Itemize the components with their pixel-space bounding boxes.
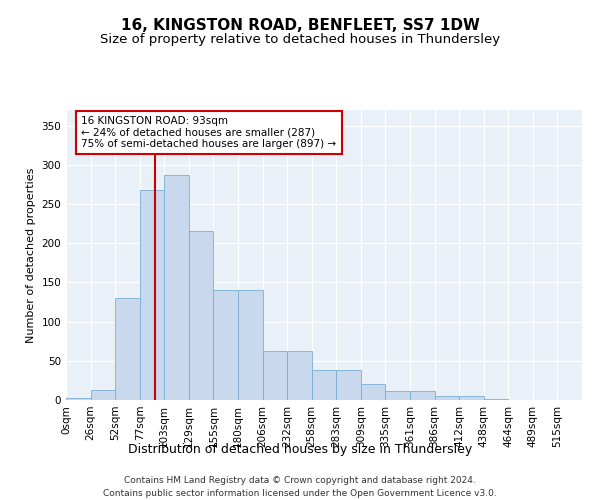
Text: Size of property relative to detached houses in Thundersley: Size of property relative to detached ho… xyxy=(100,32,500,46)
Text: 16, KINGSTON ROAD, BENFLEET, SS7 1DW: 16, KINGSTON ROAD, BENFLEET, SS7 1DW xyxy=(121,18,479,32)
Bar xyxy=(115,298,140,400)
Bar xyxy=(484,399,508,400)
Bar xyxy=(287,352,312,400)
Bar xyxy=(238,290,263,400)
Bar xyxy=(410,392,434,400)
Bar xyxy=(91,390,115,400)
Text: Contains HM Land Registry data © Crown copyright and database right 2024.
Contai: Contains HM Land Registry data © Crown c… xyxy=(103,476,497,498)
Bar xyxy=(263,352,287,400)
Y-axis label: Number of detached properties: Number of detached properties xyxy=(26,168,36,342)
Bar xyxy=(312,370,336,400)
Text: Distribution of detached houses by size in Thundersley: Distribution of detached houses by size … xyxy=(128,442,472,456)
Bar xyxy=(361,384,385,400)
Bar xyxy=(459,396,484,400)
Bar xyxy=(214,290,238,400)
Bar xyxy=(336,370,361,400)
Bar xyxy=(189,230,214,400)
Bar xyxy=(385,392,410,400)
Bar xyxy=(164,175,189,400)
Bar xyxy=(140,190,164,400)
Bar xyxy=(66,398,91,400)
Text: 16 KINGSTON ROAD: 93sqm
← 24% of detached houses are smaller (287)
75% of semi-d: 16 KINGSTON ROAD: 93sqm ← 24% of detache… xyxy=(82,116,337,149)
Bar xyxy=(434,396,459,400)
